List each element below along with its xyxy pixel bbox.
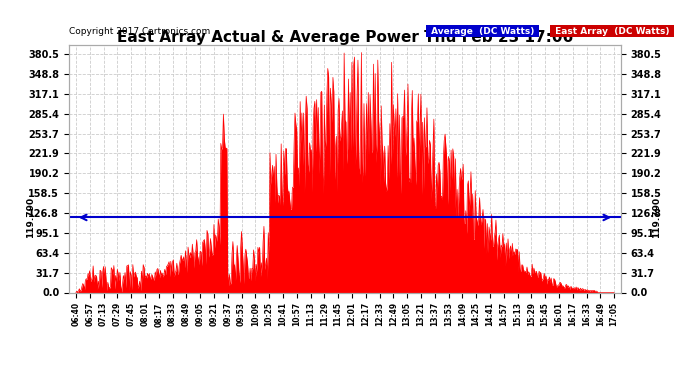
- Text: 119.790: 119.790: [26, 197, 35, 238]
- Text: 119.790: 119.790: [652, 197, 662, 238]
- Title: East Array Actual & Average Power Thu Feb 23 17:06: East Array Actual & Average Power Thu Fe…: [117, 30, 573, 45]
- Text: Copyright 2017 Cartronics.com: Copyright 2017 Cartronics.com: [69, 27, 210, 36]
- Text: East Array  (DC Watts): East Array (DC Watts): [552, 27, 673, 36]
- Text: Average  (DC Watts): Average (DC Watts): [428, 27, 538, 36]
